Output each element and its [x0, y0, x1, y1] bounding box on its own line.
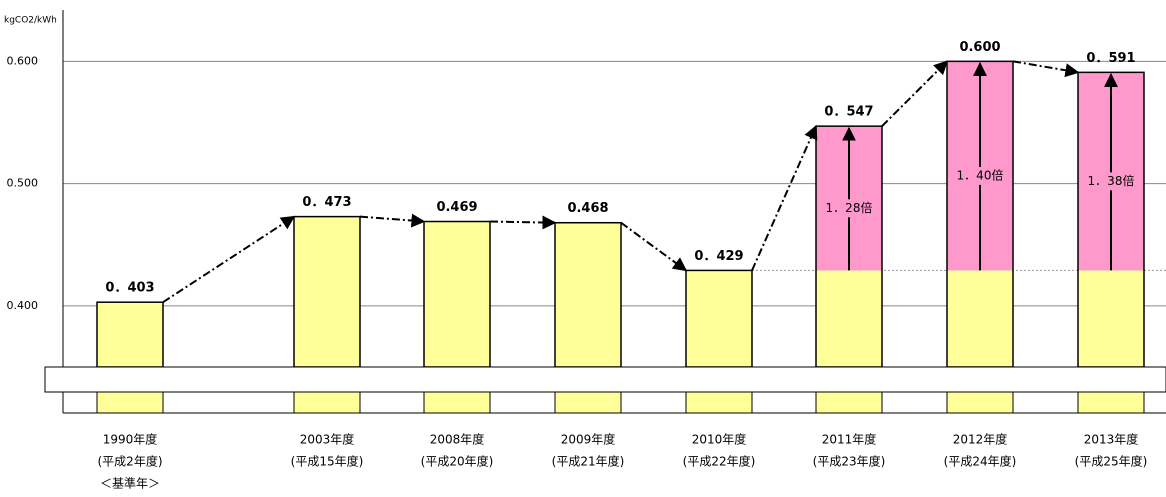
value-label: 0．547 [824, 105, 873, 120]
x-tick-label: 1990年度 [103, 432, 158, 447]
y-tick-label: 0.400 [7, 299, 39, 312]
bar-stub [1077, 391, 1145, 414]
value-label: 0.469 [436, 200, 477, 215]
ratio-bg [1081, 172, 1141, 191]
x-tick-label: 2012年度 [953, 432, 1008, 447]
value-label: 0.600 [959, 40, 1000, 55]
value-label: 0．473 [302, 195, 351, 210]
bar-stub [96, 391, 164, 414]
ratio-label: 1．40倍 [957, 167, 1004, 182]
bar-base [947, 270, 1013, 367]
trend-arrow [1012, 60, 1080, 78]
bar [293, 215, 361, 368]
x-tick-label: 2003年度 [300, 432, 355, 447]
x-tick-sublabel: (平成25年度) [1075, 454, 1148, 469]
value-label: 0．403 [105, 281, 154, 296]
bar [423, 220, 491, 368]
bar-base [1078, 270, 1144, 367]
bar [554, 221, 622, 368]
x-tick-sublabel: (平成15年度) [291, 454, 364, 469]
y-axis-label: kgCO2/kWh [4, 16, 57, 26]
x-tick-label: 2009年度 [561, 432, 616, 447]
trend-arrow [359, 213, 426, 228]
axis-break [44, 366, 1166, 393]
x-tick-label: 2010年度 [692, 432, 747, 447]
bar-base [816, 270, 882, 367]
ratio-bg [819, 199, 879, 218]
bar-stub [685, 391, 753, 414]
bar-stub [815, 391, 883, 414]
x-tick-sublabel: (平成23年度) [813, 454, 886, 469]
trend-arrow [620, 221, 688, 272]
bar [96, 301, 164, 368]
x-tick-sublabel: (平成24年度) [944, 454, 1017, 469]
x-tick-sublabel: (平成2年度) [98, 454, 163, 469]
x-tick-sublabel: (平成20年度) [421, 454, 494, 469]
x-tick-sublabel: (平成22年度) [683, 454, 756, 469]
x-tick-note: ＜基準年＞ [100, 476, 160, 491]
bar-stub [554, 391, 622, 414]
bar-stub [946, 391, 1014, 414]
trend-arrow [881, 60, 948, 127]
x-tick-sublabel: (平成21年度) [552, 454, 625, 469]
y-tick-label: 0.600 [7, 54, 39, 67]
x-tick-label: 2008年度 [430, 432, 485, 447]
bar-stub [423, 391, 491, 414]
value-label: 0．429 [694, 249, 743, 264]
x-tick-label: 2011年度 [822, 432, 877, 447]
bar-stub [293, 391, 361, 414]
y-tick-label: 0.500 [7, 177, 39, 190]
value-label: 0．591 [1086, 51, 1135, 66]
trend-arrow [489, 215, 557, 230]
trend-arrow [751, 124, 818, 271]
ratio-label: 1．38倍 [1088, 173, 1135, 188]
ratio-bg [950, 166, 1010, 185]
x-tick-label: 2013年度 [1084, 432, 1139, 447]
value-label: 0.468 [567, 201, 608, 216]
trend-arrow [162, 215, 296, 304]
ratio-label: 1．28倍 [826, 200, 873, 215]
bar [685, 269, 753, 368]
